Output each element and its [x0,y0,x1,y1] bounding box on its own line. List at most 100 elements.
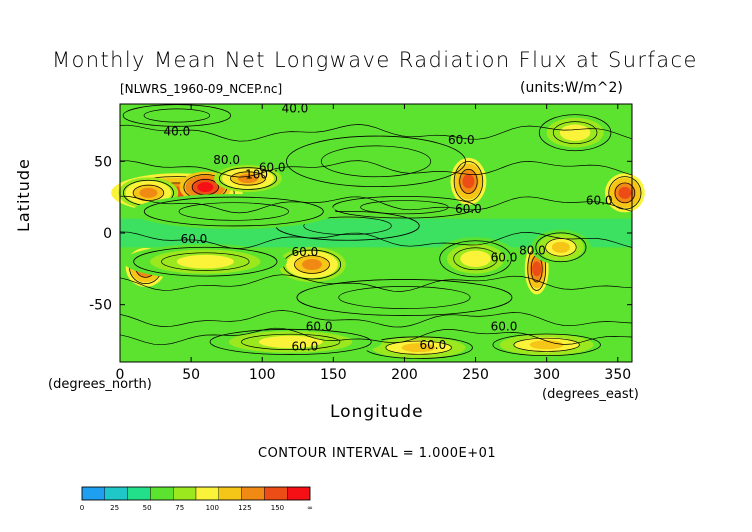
contour-line [492,333,601,357]
heatmap-cell [139,187,158,198]
contour-line [122,104,232,127]
contour-line [120,160,633,178]
x-tick-label: 350 [604,367,631,383]
heatmap-cell [532,261,542,277]
contour-label: 100 [245,168,268,182]
contour-line [143,196,324,227]
contour-line [296,279,513,316]
contour-line [385,340,452,355]
contour-line [303,216,392,236]
contour-line [218,167,278,190]
x-tick-label: 50 [182,367,200,383]
contour-line [332,195,477,219]
colorbar-tick-label: 75 [175,504,184,512]
contour-line [614,182,636,204]
colorbar-cell [150,486,174,501]
colorbar-tick-label: 100 [206,504,219,512]
contour-line [119,327,633,346]
contour-line [453,161,484,202]
contour-label: 40.0 [282,102,309,116]
heatmap-cell [302,259,322,271]
contour-label: 60.0 [586,193,613,207]
heatmap-cell [618,186,632,199]
x-unit-label: (degrees_east) [542,387,639,402]
contour-label: 60.0 [420,338,447,352]
x-tick-label: 0 [116,367,125,383]
y-unit-label: (degrees_north) [48,377,152,392]
y-tick-label: 0 [103,226,112,242]
heatmap-cell [462,174,475,189]
contour-label: 60.0 [181,232,208,246]
colorbar-cell [104,486,128,501]
contour-label: 60.0 [292,245,319,259]
colorbar-cell [81,486,105,501]
heatmap-cell [401,343,436,353]
contour-line [119,124,633,142]
x-axis-label: Longitude [330,402,424,422]
heatmap-cell [559,124,591,141]
contour-line [119,310,633,328]
contour-line [133,246,278,277]
x-tick-label: 100 [249,367,276,383]
contour-line [161,252,250,271]
heatmap-cell [551,241,570,253]
colorbar-tick-label: 50 [143,504,152,512]
contour-line [178,202,289,221]
contour-line [285,135,466,188]
heatmap-cell [132,193,336,230]
x-tick-label: 250 [462,367,489,383]
x-tick-label: 300 [533,367,560,383]
contour-line [320,145,432,178]
chart-subtitle: [NLWRS_1960-09_NCEP.nc] [120,82,283,96]
contour-line [538,114,612,152]
heatmap-cell [176,254,234,269]
colorbar-tick-label: 150 [271,504,284,512]
contour-line [209,328,372,355]
contour-line [230,171,266,186]
contour-line [552,121,598,145]
colorbar-cell [241,486,265,501]
y-tick-label: 50 [94,154,112,170]
contour-line [143,108,211,123]
colorbar-cell [127,486,151,501]
colorbar-tick-label: ∞ [307,504,313,512]
heatmap-cell [197,182,214,193]
colorbar-tick-label: 0 [80,504,84,512]
heatmap-cell [238,174,258,184]
x-tick-label: 150 [320,367,347,383]
contour-label: 60.0 [448,133,475,147]
heatmap-cell [529,340,564,350]
chart-title: Monthly Mean Net Longwave Radiation Flux… [52,48,698,72]
contour-label: 60.0 [455,202,482,216]
contour-line [453,247,498,271]
colorbar-cell [264,486,288,501]
colorbar-frame [81,486,311,501]
units-label: (units:W/m^2) [520,80,623,96]
contour-line [439,240,512,278]
contour-label: 60.0 [259,160,286,174]
contour-label: 40.0 [164,125,191,139]
contour-line [241,333,341,351]
colorbar-cell [172,486,197,501]
contour-label: 80.0 [519,244,546,258]
contour-label: 60.0 [491,251,518,265]
colorbar-cell [287,486,311,501]
contour-label: 80.0 [213,153,240,167]
y-tick-label: -50 [89,298,112,314]
heatmap-cell [282,275,526,320]
colorbar-cell [195,486,219,501]
colorbar-cell [218,486,242,501]
contour-interval-label: CONTOUR INTERVAL = 1.000E+01 [258,446,497,461]
contour-label: 60.0 [491,319,518,333]
contour-label: 60.0 [292,340,319,354]
colorbar-tick-label: 125 [238,504,251,512]
contour-line [119,274,633,292]
contour-line [459,168,478,194]
x-tick-label: 200 [391,367,418,383]
contour-line [513,337,580,352]
contour-line [119,195,633,214]
heatmap-cell [460,250,491,267]
contour-line [338,286,471,309]
contour-label: 60.0 [306,319,333,333]
